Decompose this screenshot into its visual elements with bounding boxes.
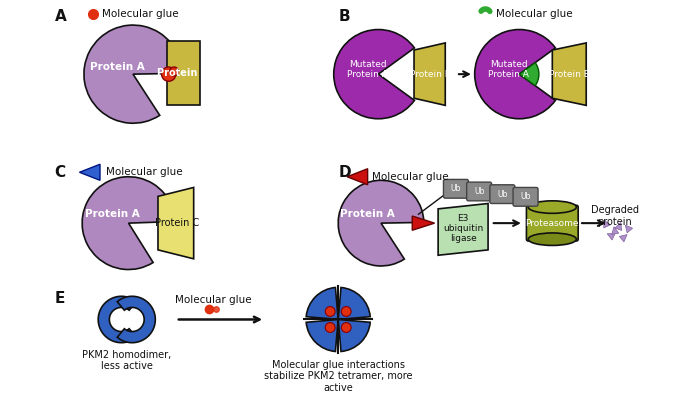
Wedge shape xyxy=(306,288,338,320)
Text: E3
ubiquitin
ligase: E3 ubiquitin ligase xyxy=(443,214,483,243)
Text: Protein B: Protein B xyxy=(157,68,209,78)
Wedge shape xyxy=(82,177,175,269)
Text: A: A xyxy=(55,9,66,24)
Wedge shape xyxy=(338,320,370,352)
Polygon shape xyxy=(552,43,586,105)
Text: Ub: Ub xyxy=(520,192,531,201)
Polygon shape xyxy=(612,227,619,234)
Text: Molecular glue: Molecular glue xyxy=(106,167,183,177)
Text: Molecular glue: Molecular glue xyxy=(372,172,449,182)
Text: Molecular glue: Molecular glue xyxy=(102,9,178,19)
Circle shape xyxy=(342,307,351,316)
Text: E: E xyxy=(55,291,65,306)
Polygon shape xyxy=(607,233,615,240)
Circle shape xyxy=(161,67,176,81)
Wedge shape xyxy=(338,180,424,266)
Polygon shape xyxy=(80,164,100,180)
Wedge shape xyxy=(306,320,338,352)
Text: Protein B: Protein B xyxy=(549,70,590,79)
Text: Molecular glue: Molecular glue xyxy=(496,9,572,19)
Text: Mutated
Protein A: Mutated Protein A xyxy=(488,60,529,79)
Polygon shape xyxy=(347,169,368,185)
Text: Protein B: Protein B xyxy=(410,70,450,79)
Text: Ub: Ub xyxy=(451,184,461,193)
Text: Protein C: Protein C xyxy=(155,218,199,228)
Text: Molecular glue interactions
stabilize PKM2 tetramer, more
active: Molecular glue interactions stabilize PK… xyxy=(264,359,412,393)
Polygon shape xyxy=(603,220,610,228)
Ellipse shape xyxy=(529,233,576,245)
Text: C: C xyxy=(55,165,65,180)
Text: B: B xyxy=(338,9,350,24)
Wedge shape xyxy=(333,30,414,119)
Polygon shape xyxy=(412,216,435,230)
Circle shape xyxy=(325,307,335,316)
FancyBboxPatch shape xyxy=(513,188,538,206)
FancyBboxPatch shape xyxy=(526,205,578,241)
Text: Molecular glue: Molecular glue xyxy=(175,295,252,305)
Polygon shape xyxy=(158,188,194,259)
Text: Ub: Ub xyxy=(497,190,508,199)
Text: Protein A: Protein A xyxy=(85,209,140,219)
Text: Mutated
Protein A: Mutated Protein A xyxy=(347,60,388,79)
Text: Protein A: Protein A xyxy=(340,209,395,219)
Ellipse shape xyxy=(529,201,576,213)
Polygon shape xyxy=(117,296,155,343)
Text: Proteasome: Proteasome xyxy=(526,219,579,228)
Polygon shape xyxy=(438,203,488,255)
Polygon shape xyxy=(167,41,200,105)
Wedge shape xyxy=(475,30,556,119)
Wedge shape xyxy=(519,63,539,86)
Wedge shape xyxy=(338,288,370,320)
FancyBboxPatch shape xyxy=(443,179,468,198)
Polygon shape xyxy=(620,235,627,242)
Polygon shape xyxy=(625,225,632,233)
Polygon shape xyxy=(615,222,622,230)
Text: Degraded
protein: Degraded protein xyxy=(591,205,639,227)
Circle shape xyxy=(169,67,178,76)
Circle shape xyxy=(342,323,351,333)
Text: D: D xyxy=(338,165,351,180)
FancyBboxPatch shape xyxy=(466,182,491,201)
Wedge shape xyxy=(84,25,182,123)
Text: Protein A: Protein A xyxy=(90,62,144,72)
Text: Ub: Ub xyxy=(474,187,485,196)
FancyBboxPatch shape xyxy=(490,185,515,203)
Polygon shape xyxy=(414,43,446,105)
Polygon shape xyxy=(99,296,136,343)
Circle shape xyxy=(325,323,335,333)
Text: PKM2 homodimer,
less active: PKM2 homodimer, less active xyxy=(82,350,171,371)
